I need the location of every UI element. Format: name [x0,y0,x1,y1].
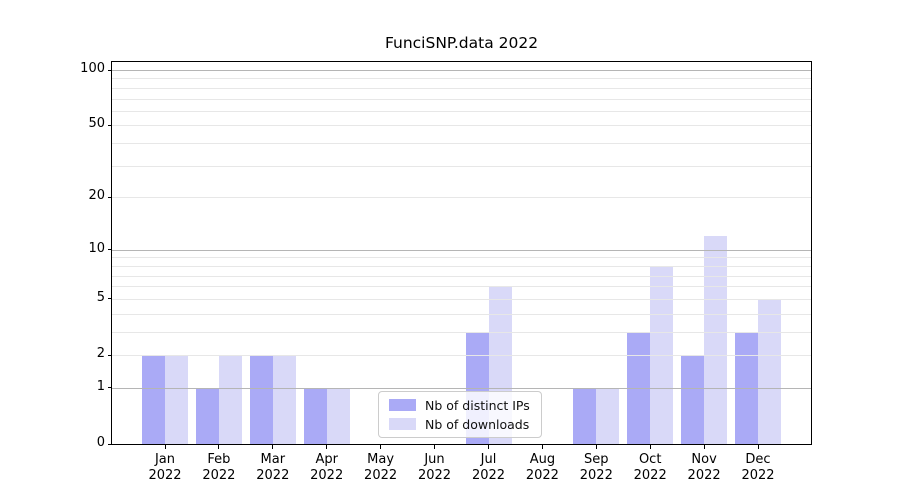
gridline-minor [112,286,811,288]
gridline-major [112,70,811,71]
gridline-minor [112,98,811,100]
bar-nb-of-downloads-apr [326,387,350,444]
x-tick-label: Jun 2022 [417,452,452,483]
bar-nb-of-distinct-ips-jan [142,355,165,444]
x-tick [649,445,651,449]
bar-nb-of-downloads-sep [596,387,620,444]
gridline-minor [112,355,811,356]
bar-nb-of-downloads-mar [272,355,296,444]
y-tick [108,249,112,251]
x-tick-label: Jan 2022 [148,452,182,483]
x-tick-label: Sep 2022 [579,452,613,483]
gridline-minor [112,165,811,167]
gridline-major [112,249,811,251]
legend-item-distinct-ips: Nb of distinct IPs [389,396,530,414]
bar-nb-of-distinct-ips-feb [195,387,219,444]
bar-nb-of-downloads-oct [650,265,674,444]
bar-nb-of-distinct-ips-apr [303,387,327,444]
legend-label-distinct-ips: Nb of distinct IPs [425,397,530,413]
x-tick [326,445,328,449]
x-tick-label: Nov 2022 [687,452,721,483]
x-tick [595,445,597,449]
y-tick [108,196,112,198]
gridline-minor [112,265,811,267]
gridline-minor [112,257,811,259]
x-tick [434,445,435,449]
y-tick-label: 20 [88,188,105,204]
legend: Nb of distinct IPs Nb of downloads [378,391,542,438]
bar-nb-of-distinct-ips-sep [573,387,597,444]
y-tick [108,69,112,71]
gridline-minor [112,143,811,145]
y-tick-label: 1 [96,378,105,394]
legend-item-downloads: Nb of downloads [389,415,530,433]
bar-nb-of-downloads-dec [758,298,781,444]
gridline-minor [112,197,811,199]
gridline-minor [112,331,811,333]
bar-nb-of-downloads-jan [165,355,188,444]
y-tick [108,124,112,126]
x-tick-label: Aug 2022 [525,452,559,483]
chart-title: FunciSNP.data 2022 [384,34,539,52]
gridline-minor [112,78,811,80]
x-tick-label: Dec 2022 [741,452,775,483]
x-tick [488,445,489,449]
x-tick [757,445,759,449]
gridline-major [112,387,811,389]
bar-nb-of-downloads-nov [704,236,728,444]
x-tick-label: May 2022 [364,452,398,483]
x-tick [272,445,274,449]
bar-nb-of-downloads-feb [218,355,242,444]
gridline-minor [112,110,811,112]
bar-nb-of-distinct-ips-nov [681,355,705,444]
gridline-minor [112,298,811,300]
x-tick-label: Feb 2022 [202,452,236,483]
y-tick-label: 0 [96,435,105,450]
gridline-minor [112,125,811,127]
legend-label-downloads: Nb of downloads [425,416,530,432]
plot-area [111,61,812,445]
x-tick-label: Oct 2022 [633,452,667,483]
bar-nb-of-distinct-ips-mar [249,355,273,444]
x-tick [218,445,220,449]
gridline-minor [112,313,811,315]
y-tick-label: 100 [80,61,105,76]
y-tick [108,354,112,356]
y-tick-label: 50 [88,116,105,132]
y-tick-label: 5 [96,289,105,305]
x-tick [380,445,382,449]
x-tick [541,445,543,449]
gridline-minor [112,275,811,277]
y-tick [108,443,112,445]
x-tick-label: Jul 2022 [471,452,506,483]
x-tick [703,445,705,449]
y-tick [108,387,112,389]
x-tick [164,445,166,449]
y-tick [108,298,112,300]
y-tick-label: 2 [96,346,105,361]
y-tick-label: 10 [88,240,105,256]
legend-swatch-downloads-icon [389,418,416,430]
legend-swatch-distinct-ips-icon [389,399,416,411]
x-tick-label: Mar 2022 [256,452,290,483]
gridline-minor [112,87,811,89]
x-tick-label: Apr 2022 [310,452,344,483]
